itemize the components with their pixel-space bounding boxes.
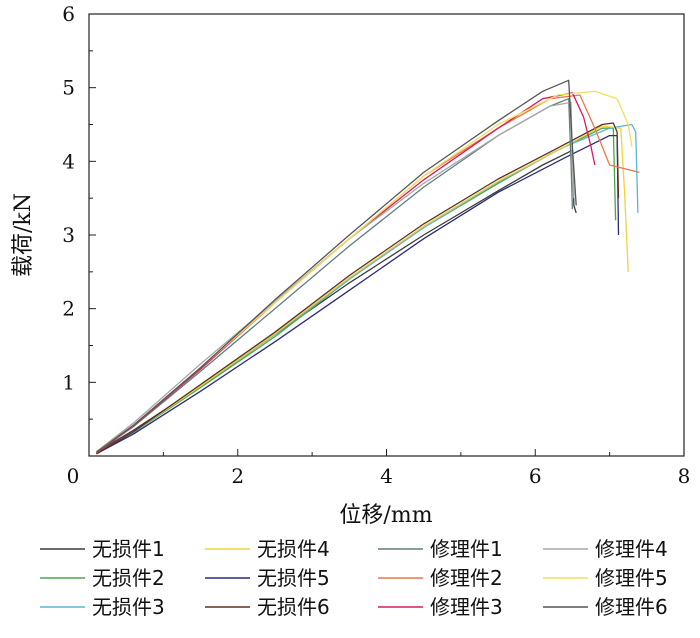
legend-label: 无损件2 [92, 566, 165, 590]
series-line-6 [96, 122, 620, 455]
legend-label: 无损件6 [257, 595, 330, 619]
y-tick-label: 2 [62, 297, 75, 321]
legend-label: 无损件1 [92, 537, 165, 561]
series-line-5 [96, 134, 620, 455]
y-axis-label: 载荷/kN [11, 193, 36, 277]
series-line-9 [96, 92, 596, 454]
series-line-3 [96, 123, 639, 455]
legend-label: 修理件2 [430, 566, 503, 590]
x-tick-label: 2 [231, 464, 244, 488]
legend: 无损件1 无损件4 修理件1 修理件4 无损件2 无损件5 修理件2 修理件5 无损件3 无损件6… [40, 537, 668, 619]
x-tick-label: 8 [678, 464, 691, 488]
series-line-7 [96, 98, 574, 453]
x-tick-label: 0 [67, 464, 80, 488]
series-line-11 [96, 90, 633, 453]
legend-label: 修理件5 [595, 566, 668, 590]
legend-label: 无损件4 [257, 537, 330, 561]
legend-label: 修理件6 [595, 595, 668, 619]
x-tick-label: 6 [529, 464, 542, 488]
series-group [96, 79, 640, 455]
series-line-10 [96, 101, 575, 453]
axis-ticks: 0 2 4 6 8 1 2 3 4 5 6 [62, 2, 690, 488]
y-tick-label: 5 [62, 76, 75, 100]
legend-label: 无损件3 [92, 595, 165, 619]
y-tick-label: 6 [62, 2, 75, 26]
series-line-12 [96, 79, 577, 453]
legend-label: 修理件3 [430, 595, 503, 619]
legend-label: 修理件1 [430, 537, 503, 561]
legend-label: 无损件5 [257, 566, 330, 590]
x-tick-label: 4 [380, 464, 393, 488]
y-tick-label: 3 [62, 223, 75, 247]
series-line-4 [96, 125, 629, 455]
y-tick-label: 4 [62, 149, 75, 173]
x-axis-label: 位移/mm [339, 503, 432, 528]
y-tick-label: 1 [62, 370, 75, 394]
legend-label: 修理件4 [595, 537, 668, 561]
